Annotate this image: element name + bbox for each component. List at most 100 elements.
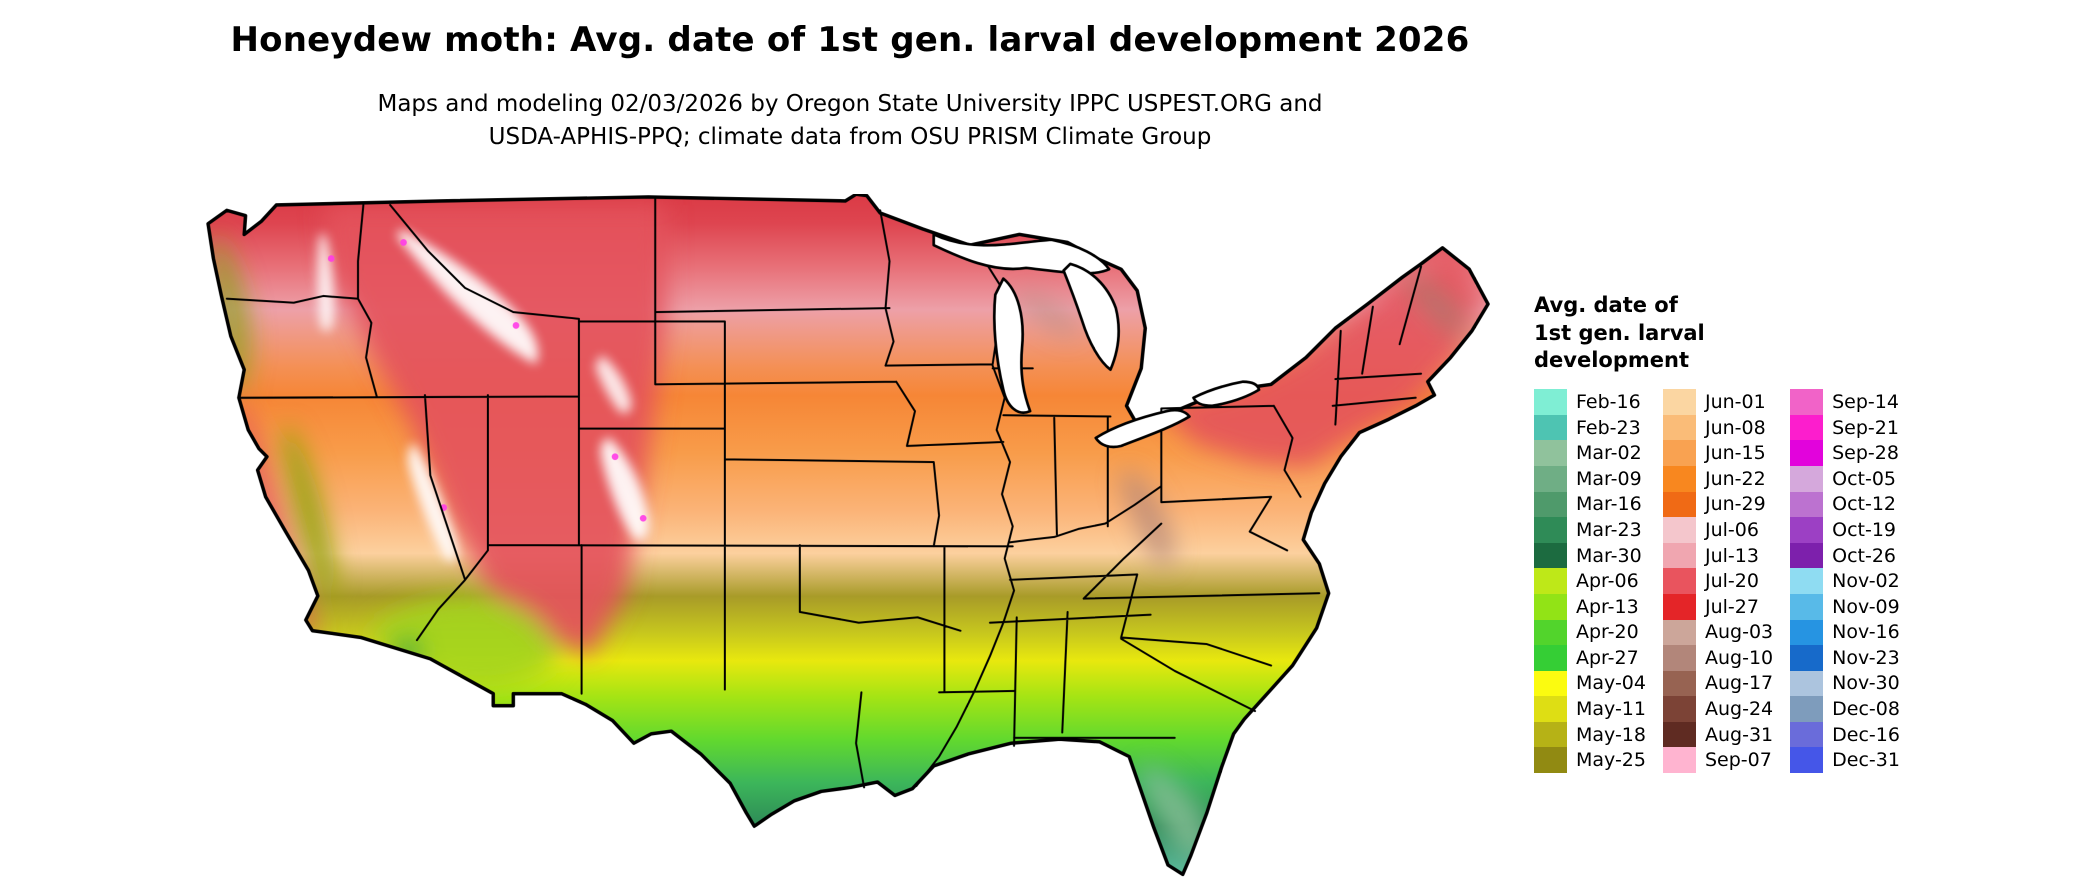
legend-entry: May-25 <box>1534 747 1646 774</box>
legend-entry-label: Apr-27 <box>1576 646 1639 669</box>
legend-entry: Feb-16 <box>1534 389 1646 415</box>
legend-swatch <box>1790 721 1824 748</box>
legend-title-line2: 1st gen. larval <box>1534 320 1705 345</box>
legend-swatch <box>1662 491 1696 518</box>
legend-entry-label: May-04 <box>1576 672 1646 695</box>
legend-entry: Aug-10 <box>1662 645 1774 671</box>
legend-entry: Jun-15 <box>1662 440 1773 466</box>
legend-entry-label: Nov-09 <box>1832 595 1900 618</box>
legend-swatch <box>1790 491 1824 518</box>
legend-entry: Sep-28 <box>1790 440 1900 466</box>
legend-entry: Apr-20 <box>1534 619 1646 646</box>
legend-entry-label: Sep-28 <box>1832 442 1899 465</box>
lake-ontario <box>1192 380 1261 408</box>
legend-swatch <box>1534 517 1567 543</box>
legend-entry: Nov-02 <box>1790 568 1900 594</box>
legend-swatch <box>1662 517 1696 543</box>
legend-swatch <box>1534 389 1567 415</box>
legend-entry-label: Mar-16 <box>1576 493 1642 516</box>
legend-swatch <box>1662 721 1696 748</box>
map-subtitle-line1: Maps and modeling 02/03/2026 by Oregon S… <box>377 91 1323 117</box>
legend-swatch <box>1790 593 1824 620</box>
legend-swatch <box>1662 465 1696 492</box>
legend-swatch <box>1534 721 1567 748</box>
lake-michigan <box>992 277 1032 414</box>
legend-entry: Jul-27 <box>1662 593 1773 620</box>
legend-swatch <box>1790 619 1824 646</box>
legend-entry: Oct-19 <box>1790 517 1900 543</box>
legend-swatch <box>1534 568 1567 594</box>
legend-entry: May-04 <box>1534 670 1646 697</box>
map-title: Honeydew moth: Avg. date of 1st gen. lar… <box>230 20 1470 60</box>
legend-column: Sep-14 Sep-21 Sep-28 Oct-05 Oct-12 Oct-19 Oct-… <box>1790 389 1900 774</box>
legend-swatch <box>1790 696 1824 722</box>
legend-entry: Apr-13 <box>1534 593 1646 620</box>
legend-entry: Sep-21 <box>1790 414 1900 441</box>
legend-entry-label: Dec-08 <box>1832 698 1900 721</box>
legend-entry-label: Aug-10 <box>1704 646 1774 669</box>
legend-swatch <box>1790 465 1824 492</box>
high-elevation-specks <box>327 239 647 522</box>
legend-entry-label: Aug-31 <box>1704 723 1774 746</box>
legend-entry-label: Mar-09 <box>1576 467 1642 490</box>
legend-entry: Mar-16 <box>1534 491 1646 518</box>
legend-entry-label: Sep-07 <box>1704 749 1772 772</box>
legend-entry: Nov-23 <box>1790 645 1900 671</box>
legend-swatch <box>1662 568 1696 594</box>
legend-swatch <box>1534 440 1567 466</box>
legend-entry-label: Oct-05 <box>1832 467 1897 490</box>
lake-huron <box>1062 262 1120 371</box>
legend-swatch <box>1790 517 1824 543</box>
legend-entry-label: Aug-17 <box>1704 672 1774 695</box>
legend-entry: Aug-03 <box>1662 619 1773 646</box>
legend-entry-label: Dec-16 <box>1832 723 1900 746</box>
legend-swatch <box>1534 465 1567 492</box>
legend-entry: Jul-06 <box>1662 517 1773 543</box>
legend-entry-label: Sep-14 <box>1832 390 1899 413</box>
legend-entry-label: May-18 <box>1576 723 1646 746</box>
legend-entry: Apr-06 <box>1534 568 1646 594</box>
legend-entry-label: Feb-16 <box>1576 390 1641 413</box>
legend-entry: Feb-23 <box>1534 414 1646 441</box>
legend-swatch <box>1790 747 1824 774</box>
legend-entry-label: Jul-20 <box>1704 570 1759 593</box>
legend-swatch <box>1790 414 1824 441</box>
legend-swatch <box>1534 670 1567 697</box>
legend-entry: Mar-09 <box>1534 465 1646 492</box>
legend-entry: Jun-29 <box>1662 491 1773 518</box>
legend-swatch <box>1662 389 1696 415</box>
legend-entry: Oct-05 <box>1790 465 1900 492</box>
legend-entry: Jun-22 <box>1662 465 1773 492</box>
legend-swatch <box>1534 593 1567 620</box>
state-borders <box>225 195 1423 789</box>
legend-swatch <box>1534 696 1567 722</box>
legend-entry: Jul-20 <box>1662 568 1773 594</box>
conus-outline <box>206 194 1490 877</box>
mountain-snow-overlays <box>317 229 650 562</box>
map-header: Honeydew moth: Avg. date of 1st gen. lar… <box>0 20 1700 155</box>
legend-entry-label: Apr-06 <box>1576 570 1639 593</box>
legend-entry-label: Dec-31 <box>1832 749 1900 772</box>
legend-entry-label: Jun-15 <box>1704 442 1766 465</box>
legend-swatch <box>1662 593 1696 620</box>
legend-entry-label: Oct-12 <box>1832 493 1897 516</box>
legend-swatch <box>1662 645 1696 671</box>
legend-swatch <box>1790 440 1824 466</box>
legend-entry: Aug-17 <box>1662 670 1774 697</box>
legend-entry: Jun-08 <box>1662 414 1773 441</box>
legend-entry-label: Feb-23 <box>1576 416 1641 439</box>
legend-entry-label: Mar-23 <box>1576 518 1642 541</box>
legend-entry-label: May-25 <box>1576 749 1646 772</box>
legend-title-line1: Avg. date of <box>1534 293 1678 317</box>
legend-entry-label: Jun-08 <box>1704 416 1766 439</box>
legend-entry-label: Jun-29 <box>1704 493 1766 516</box>
great-lakes <box>932 233 1261 449</box>
legend-entry-label: May-11 <box>1576 698 1646 721</box>
legend-entry-label: Aug-24 <box>1704 698 1774 721</box>
legend-column: Feb-16 Feb-23 Mar-02 Mar-09 Mar-16 Mar-23 Mar-… <box>1534 389 1646 774</box>
legend-entry-label: Apr-20 <box>1576 621 1639 644</box>
legend-entry: Dec-08 <box>1790 696 1900 722</box>
legend-entry: May-11 <box>1534 696 1646 722</box>
us-map-svg <box>206 194 1490 877</box>
